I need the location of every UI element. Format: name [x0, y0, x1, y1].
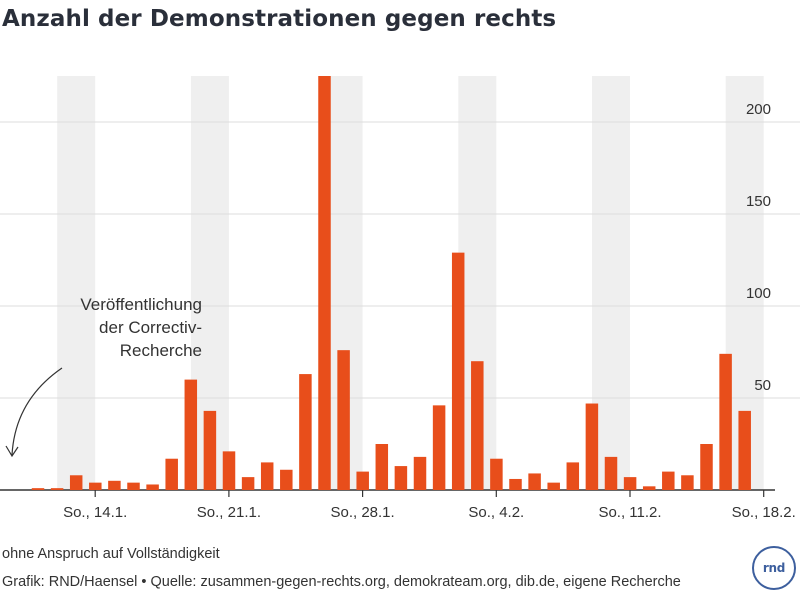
- y-tick-label: 200: [746, 101, 771, 118]
- x-tick-label: So., 21.1.: [197, 504, 261, 521]
- bar: [184, 379, 198, 490]
- bar: [280, 469, 293, 490]
- bar: [337, 350, 350, 490]
- bar: [394, 466, 408, 490]
- bar: [127, 482, 140, 490]
- sunday-bands: [57, 76, 764, 490]
- bar: [413, 456, 427, 490]
- bar: [490, 458, 503, 490]
- x-tick-label: So., 4.2.: [468, 504, 524, 521]
- bar: [585, 403, 599, 490]
- bar: [719, 353, 732, 490]
- bar: [108, 480, 121, 490]
- footnote: ohne Anspruch auf Vollständigkeit: [2, 546, 220, 562]
- y-tick-label: 150: [746, 193, 771, 210]
- y-axis-ticks: 50 100 150 200: [746, 101, 771, 394]
- bar: [681, 475, 694, 490]
- bar: [299, 374, 312, 490]
- bar: [356, 471, 369, 490]
- bar: [241, 477, 255, 490]
- bar: [203, 410, 217, 490]
- bar: [89, 482, 102, 490]
- bar: [50, 488, 64, 490]
- bar: [451, 252, 465, 490]
- y-tick-label: 100: [746, 285, 771, 302]
- bars: [31, 76, 751, 490]
- bar: [222, 451, 236, 490]
- y-tick-label: 50: [754, 377, 771, 394]
- sunday-band: [592, 76, 630, 490]
- bar: [642, 486, 656, 490]
- x-tick-label: So., 11.2.: [598, 504, 661, 521]
- bar: [471, 361, 484, 490]
- x-axis-ticks: So., 14.1. So., 21.1. So., 28.1. So., 4.2. S…: [63, 490, 796, 521]
- x-tick-label: So., 14.1.: [63, 504, 127, 521]
- annotation-arrow-head: [5, 445, 19, 458]
- bar: [738, 410, 751, 490]
- rnd-logo: rnd: [752, 546, 796, 590]
- x-tick-label: So., 28.1.: [330, 504, 394, 521]
- bar: [432, 405, 446, 490]
- x-tick-label: So., 18.2.: [732, 504, 796, 521]
- bar: [604, 456, 618, 490]
- bar: [509, 478, 522, 490]
- bar: [566, 462, 580, 490]
- bar: [31, 488, 45, 490]
- annotation: Veröffentlichung der Correctiv-Recherche: [5, 295, 202, 458]
- bar: [69, 475, 83, 490]
- bar: [260, 462, 274, 490]
- bar-chart: So., 14.1. So., 21.1. So., 28.1. So., 4.2. S…: [0, 76, 800, 521]
- bar: [146, 484, 159, 490]
- bar: [165, 458, 178, 490]
- bar: [375, 444, 389, 490]
- bar: [528, 473, 541, 490]
- bar: [623, 477, 637, 490]
- bar: [662, 471, 675, 490]
- chart-title: Anzahl der Demonstrationen gegen rechts: [2, 6, 557, 32]
- annotation-text: Veröffentlichung der Correctiv-Recherche: [80, 295, 202, 360]
- source-credit: Grafik: RND/Haensel • Quelle: zusammen-g…: [2, 574, 681, 590]
- bar: [318, 76, 331, 490]
- sunday-band: [57, 76, 96, 490]
- bar: [700, 444, 713, 490]
- annotation-arrow: [11, 367, 63, 456]
- bar: [547, 482, 560, 490]
